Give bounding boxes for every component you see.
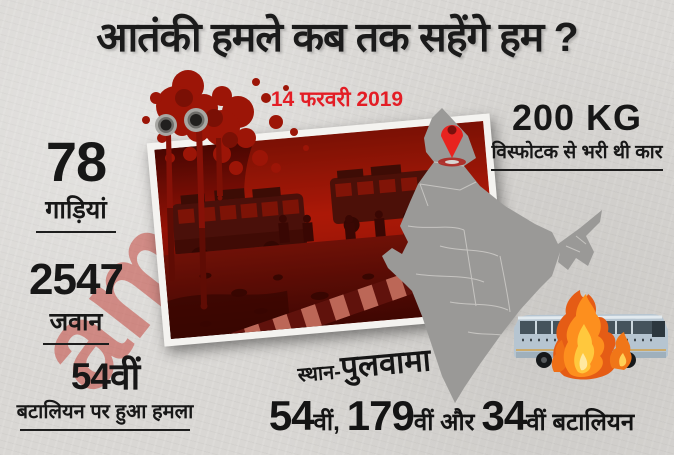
fire-icon [551, 290, 632, 380]
divider [491, 169, 663, 171]
india-outline [382, 108, 602, 403]
battalion-suffix: वीं बटालियन [526, 409, 635, 436]
attack-date: 14 फरवरी 2019 [270, 88, 404, 111]
state-borders [407, 161, 587, 339]
battalion-suffix: वीं और [413, 409, 475, 436]
battalion-number: 54 [268, 392, 315, 439]
stat-explosive-value: 200 KG [511, 97, 643, 138]
blood-splatter-icon [142, 70, 309, 310]
divider [36, 231, 116, 233]
stat-explosive: 200 KG विस्फोटक से भरी थी कार [486, 100, 668, 171]
location-name: पुलवामा [338, 342, 433, 385]
divider [43, 343, 109, 345]
page-title: आतंकी हमले कब तक सहेंगे हम ? [96, 14, 578, 60]
battalion-number: 179 [346, 392, 415, 439]
location-prefix: स्थान- [296, 361, 342, 387]
stat-explosive-label: विस्फोटक से भरी थी कार [491, 142, 663, 163]
india-map [382, 108, 602, 403]
battalion-suffix: वीं, [313, 409, 340, 436]
divider [20, 429, 190, 431]
stat-vehicles-value: 78 [45, 130, 107, 193]
blood-drips [166, 128, 223, 310]
stat-soldiers-label: जवान [49, 308, 103, 336]
battalion-number: 34 [481, 392, 527, 439]
burning-bus-icon [514, 290, 668, 380]
location-pin-icon [438, 125, 466, 167]
stat-battalion-label: बटालियन पर हुआ हमला [16, 401, 194, 423]
bullet-hole-icon [155, 108, 208, 136]
stat-soldiers-value: 2547 [29, 255, 124, 304]
battalions-line: 54वीं, 179वीं और 34वीं बटालियन [240, 392, 670, 440]
stat-vehicles-label: गाड़ियां [45, 196, 107, 224]
stat-vehicles: 78 गाड़ियां [16, 134, 136, 233]
stat-battalion-value: 54वीं [70, 356, 140, 397]
stat-battalion: 54वीं बटालियन पर हुआ हमला [2, 358, 208, 431]
stat-soldiers: 2547 जवान [6, 258, 146, 345]
